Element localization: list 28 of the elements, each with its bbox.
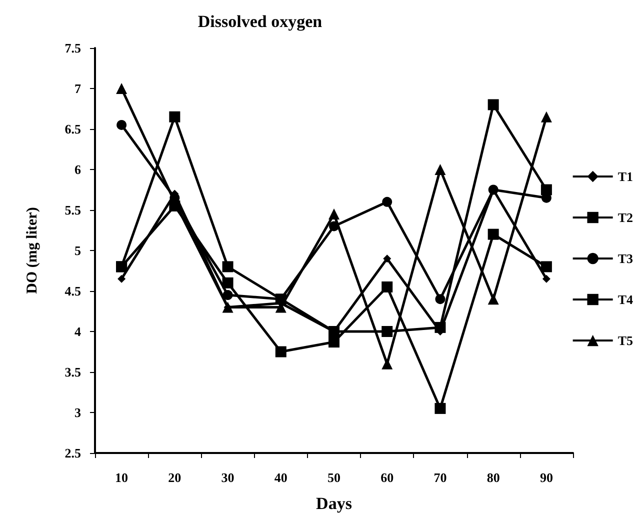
y-tick-label: 4: [74, 324, 82, 339]
x-tick-label: 30: [221, 470, 234, 485]
x-tick-label: 60: [380, 470, 394, 485]
x-tick-label: 20: [168, 470, 182, 485]
y-tick-label: 3: [74, 405, 82, 420]
x-tick-label: 10: [115, 470, 128, 485]
x-tick-label: 80: [486, 470, 500, 485]
x-tick-label: 70: [434, 470, 447, 485]
chart-title: Dissolved oxygen: [198, 12, 323, 31]
y-tick-label: 7.5: [64, 40, 82, 56]
y-tick-label: 5.5: [64, 202, 82, 218]
legend-label: T5: [618, 333, 634, 348]
legend-label: T2: [618, 210, 633, 225]
y-axis-title: DO (mg liter): [24, 207, 40, 294]
x-tick-label: 90: [540, 470, 553, 485]
y-tick-label: 3.5: [64, 364, 82, 380]
x-axis-title: Days: [316, 494, 352, 513]
y-tick-label: 7: [74, 81, 82, 96]
y-tick-label: 4.5: [64, 284, 82, 298]
y-tick-label: 6.5: [64, 122, 82, 136]
legend-label: T3: [618, 251, 634, 266]
y-tick-label: 5: [74, 243, 82, 258]
x-tick-label: 50: [328, 470, 340, 485]
y-tick-label: 6: [74, 162, 82, 177]
legend-label: T4: [618, 292, 634, 307]
y-tick-label: 2.5: [64, 446, 82, 460]
legend-label: T1: [618, 169, 633, 184]
x-tick-label: 40: [274, 470, 288, 485]
